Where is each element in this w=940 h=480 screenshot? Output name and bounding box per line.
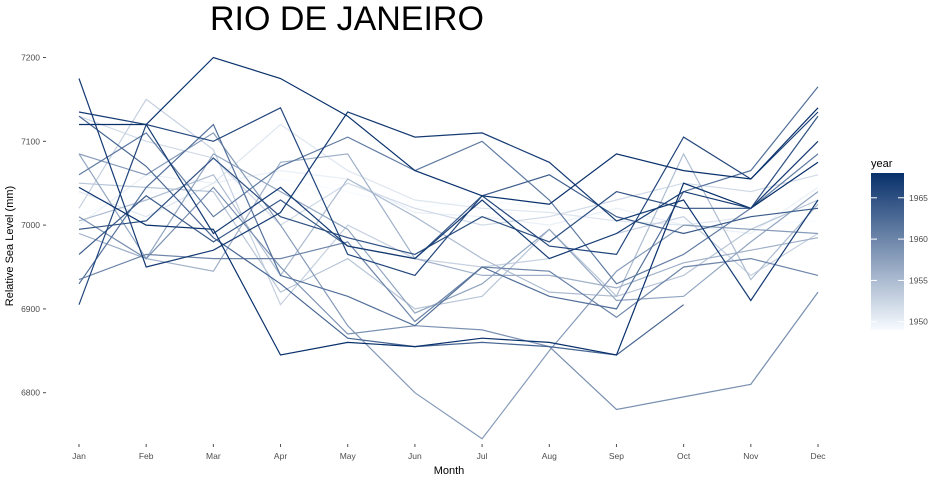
series-line-1957-8 (78, 153, 819, 314)
series-line-1960-11 (78, 241, 819, 323)
series-line-1953-4 (78, 98, 819, 306)
x-tick-label: Jan (72, 451, 86, 461)
legend-tick-label: 1965 (909, 193, 928, 203)
series-line-1968-19 (79, 56, 819, 205)
year-legend: year 1950 1955 1960 1965 (871, 158, 928, 330)
series-line-1965-16 (78, 115, 819, 256)
legend-colorbar (871, 173, 904, 330)
legend-title: year (871, 158, 893, 170)
x-tick-label: Apr (274, 451, 287, 461)
y-axis: 6800 6900 7000 7100 7200 (21, 53, 46, 398)
legend-tick-label: 1950 (909, 317, 928, 327)
y-tick-label: 6900 (21, 304, 40, 314)
series-line-1967-18 (78, 78, 819, 302)
series-line-1966-17 (78, 106, 819, 305)
series-line-1962-13 (78, 86, 819, 327)
series-line-1963-14 (78, 115, 684, 356)
x-axis-label: Month (434, 465, 465, 477)
x-tick-label: Nov (743, 451, 759, 461)
series-line-1952-3 (78, 115, 819, 226)
x-tick-label: Jul (477, 451, 488, 461)
series-line-1968-20 (78, 161, 819, 356)
x-tick-label: Aug (542, 451, 557, 461)
x-tick-label: Jun (408, 451, 422, 461)
legend-ticks: 1950 1955 1960 1965 (871, 193, 928, 327)
series-line-1955-6 (78, 152, 819, 297)
y-tick-label: 7100 (21, 136, 40, 146)
x-tick-label: Oct (677, 451, 691, 461)
x-tick-label: May (340, 451, 357, 461)
series-line-1964-15 (78, 174, 819, 260)
y-axis-label: Relative Sea Level (mm) (4, 186, 16, 306)
series-line-1954-5 (78, 182, 819, 310)
legend-tick-label: 1955 (909, 275, 928, 285)
x-tick-label: Sep (609, 451, 624, 461)
x-tick-label: Mar (206, 451, 221, 461)
series-line-1959-10 (78, 186, 819, 411)
series-lines (78, 56, 819, 440)
x-tick-label: Dec (810, 451, 826, 461)
legend-tick-label: 1960 (909, 234, 928, 244)
y-tick-label: 6800 (21, 388, 40, 398)
x-axis: Jan Feb Mar Apr May Jun Jul Aug Sep Oct Nov Dec (72, 444, 826, 461)
series-line-1956-7 (78, 153, 819, 289)
y-tick-label: 7000 (21, 220, 40, 230)
y-tick-label: 7200 (21, 53, 40, 63)
series-line-1967-21 (78, 111, 819, 260)
series-line-1961-12 (78, 132, 819, 285)
x-tick-label: Feb (139, 451, 154, 461)
chart-title: RIO DE JANEIRO (210, 0, 484, 38)
series-line-1951-2 (78, 123, 819, 226)
series-line-1958-9 (78, 132, 819, 440)
